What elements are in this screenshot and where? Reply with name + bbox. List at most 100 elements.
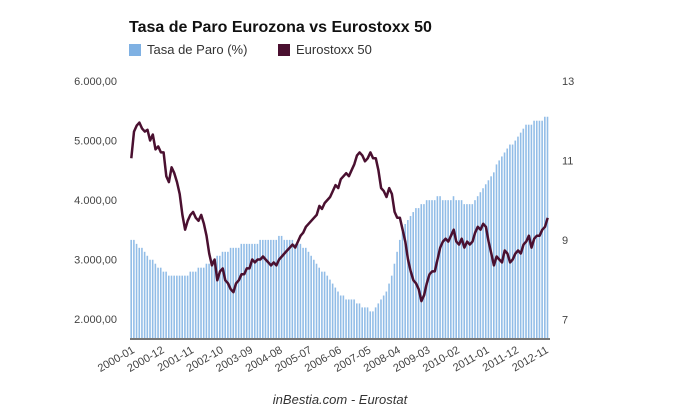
bar-tasa-de-paro: [493, 172, 495, 338]
bar-tasa-de-paro: [304, 247, 307, 338]
bar-tasa-de-paro: [245, 243, 248, 338]
bar-tasa-de-paro: [364, 307, 366, 338]
line-series-eurostoxx-50: [130, 121, 549, 303]
bar-tasa-de-paro: [302, 247, 304, 338]
bar-tasa-de-paro: [380, 299, 382, 338]
legend-label-eurostoxx-50: Eurostoxx 50: [296, 42, 372, 57]
bar-tasa-de-paro: [538, 120, 541, 338]
y-right-tick-label: 7: [562, 314, 568, 326]
y-right-tick-label: 9: [562, 235, 568, 247]
legend-item-eurostoxx-50[interactable]: Eurostoxx 50: [278, 42, 372, 57]
bar-tasa-de-paro: [229, 247, 232, 338]
bar-tasa-de-paro: [388, 283, 390, 338]
bar-tasa-de-paro: [286, 239, 288, 338]
bar-tasa-de-paro: [339, 295, 342, 338]
bar-tasa-de-paro: [530, 124, 533, 338]
bar-tasa-de-paro: [407, 220, 409, 338]
legend-swatch-eurostoxx-50: [278, 43, 290, 56]
legend-item-tasa-de-paro[interactable]: Tasa de Paro (%): [129, 42, 247, 57]
bar-tasa-de-paro: [210, 259, 213, 338]
bar-tasa-de-paro: [377, 303, 380, 338]
bar-tasa-de-paro: [318, 267, 320, 338]
bar-tasa-de-paro: [476, 196, 479, 338]
bar-tasa-de-paro: [143, 251, 146, 338]
bar-tasa-de-paro: [151, 259, 154, 338]
bar-tasa-de-paro: [527, 124, 530, 338]
bar-tasa-de-paro: [213, 259, 216, 338]
bar-tasa-de-paro: [450, 200, 452, 338]
bar-tasa-de-paro: [323, 271, 326, 338]
bar-tasa-de-paro: [466, 204, 468, 338]
legend-label-tasa-de-paro: Tasa de Paro (%): [147, 42, 248, 57]
bar-tasa-de-paro: [235, 247, 237, 338]
bar-tasa-de-paro: [154, 263, 157, 338]
bar-tasa-de-paro: [259, 239, 261, 338]
bar-tasa-de-paro: [356, 303, 358, 338]
bar-tasa-de-paro: [334, 287, 337, 338]
bar-tasa-de-paro: [501, 156, 503, 338]
bar-tasa-de-paro: [347, 299, 350, 338]
bar-tasa-de-paro: [369, 311, 372, 338]
bar-tasa-de-paro: [189, 271, 192, 338]
bar-tasa-de-paro: [374, 307, 377, 338]
bar-tasa-de-paro: [176, 275, 178, 338]
bar-tasa-de-paro: [396, 251, 398, 338]
chart-title: Tasa de Paro Eurozona vs Eurostoxx 50: [129, 19, 432, 36]
bar-tasa-de-paro: [506, 148, 509, 338]
bar-tasa-de-paro: [358, 303, 361, 338]
bar-tasa-de-paro: [463, 204, 466, 338]
bar-tasa-de-paro: [173, 275, 175, 338]
bar-tasa-de-paro: [423, 204, 425, 338]
bar-tasa-de-paro: [471, 204, 474, 338]
bar-tasa-de-paro: [345, 299, 347, 338]
y-left-tick-label: 6.000,00: [74, 76, 117, 88]
bar-tasa-de-paro: [149, 259, 151, 338]
bar-tasa-de-paro: [482, 188, 484, 338]
bar-tasa-de-paro: [525, 124, 527, 338]
bar-tasa-de-paro: [130, 239, 132, 338]
bar-tasa-de-paro: [313, 259, 315, 338]
bar-tasa-de-paro: [135, 243, 138, 338]
bar-tasa-de-paro: [251, 243, 253, 338]
y-left-tick-label: 5.000,00: [74, 136, 117, 148]
bar-tasa-de-paro: [503, 152, 506, 338]
bar-tasa-de-paro: [417, 208, 420, 338]
bar-tasa-de-paro: [262, 239, 264, 338]
bar-tasa-de-paro: [361, 307, 363, 338]
bar-tasa-de-paro: [138, 247, 141, 338]
bar-tasa-de-paro: [404, 224, 406, 338]
bar-tasa-de-paro: [455, 200, 457, 338]
bar-tasa-de-paro: [447, 200, 449, 338]
bar-tasa-de-paro: [390, 275, 393, 338]
bar-tasa-de-paro: [511, 144, 514, 338]
bar-tasa-de-paro: [326, 275, 329, 338]
bar-tasa-de-paro: [291, 239, 294, 338]
bar-tasa-de-paro: [141, 247, 143, 338]
bar-tasa-de-paro: [202, 267, 205, 338]
bar-tasa-de-paro: [256, 243, 259, 338]
bar-tasa-de-paro: [337, 291, 339, 338]
bar-tasa-de-paro: [428, 200, 431, 338]
bar-tasa-de-paro: [216, 255, 218, 338]
bar-tasa-de-paro: [280, 235, 283, 338]
y-axis-left: 2.000,00 3.000,00 4.000,00 5.000,00 6.000,00: [74, 76, 117, 326]
bar-tasa-de-paro: [159, 267, 162, 338]
bar-tasa-de-paro: [184, 275, 186, 338]
bar-tasa-de-paro: [315, 263, 318, 338]
bar-tasa-de-paro: [321, 271, 323, 338]
x-axis: 2000-012000-122001-112002-102003-092004-…: [96, 344, 551, 375]
bar-tasa-de-paro: [366, 307, 369, 338]
bar-tasa-de-paro: [441, 200, 444, 338]
bar-tasa-de-paro: [487, 180, 490, 338]
bar-tasa-de-paro: [310, 255, 312, 338]
bar-tasa-de-paro: [517, 136, 519, 338]
bar-tasa-de-paro: [484, 184, 487, 338]
bar-tasa-de-paro: [294, 243, 296, 338]
bar-tasa-de-paro: [353, 299, 355, 338]
bar-tasa-de-paro: [546, 116, 549, 338]
bar-tasa-de-paro: [227, 251, 229, 338]
bar-tasa-de-paro: [197, 267, 200, 338]
bar-tasa-de-paro: [296, 243, 299, 338]
bar-tasa-de-paro: [452, 196, 455, 338]
bar-tasa-de-paro: [146, 255, 149, 338]
